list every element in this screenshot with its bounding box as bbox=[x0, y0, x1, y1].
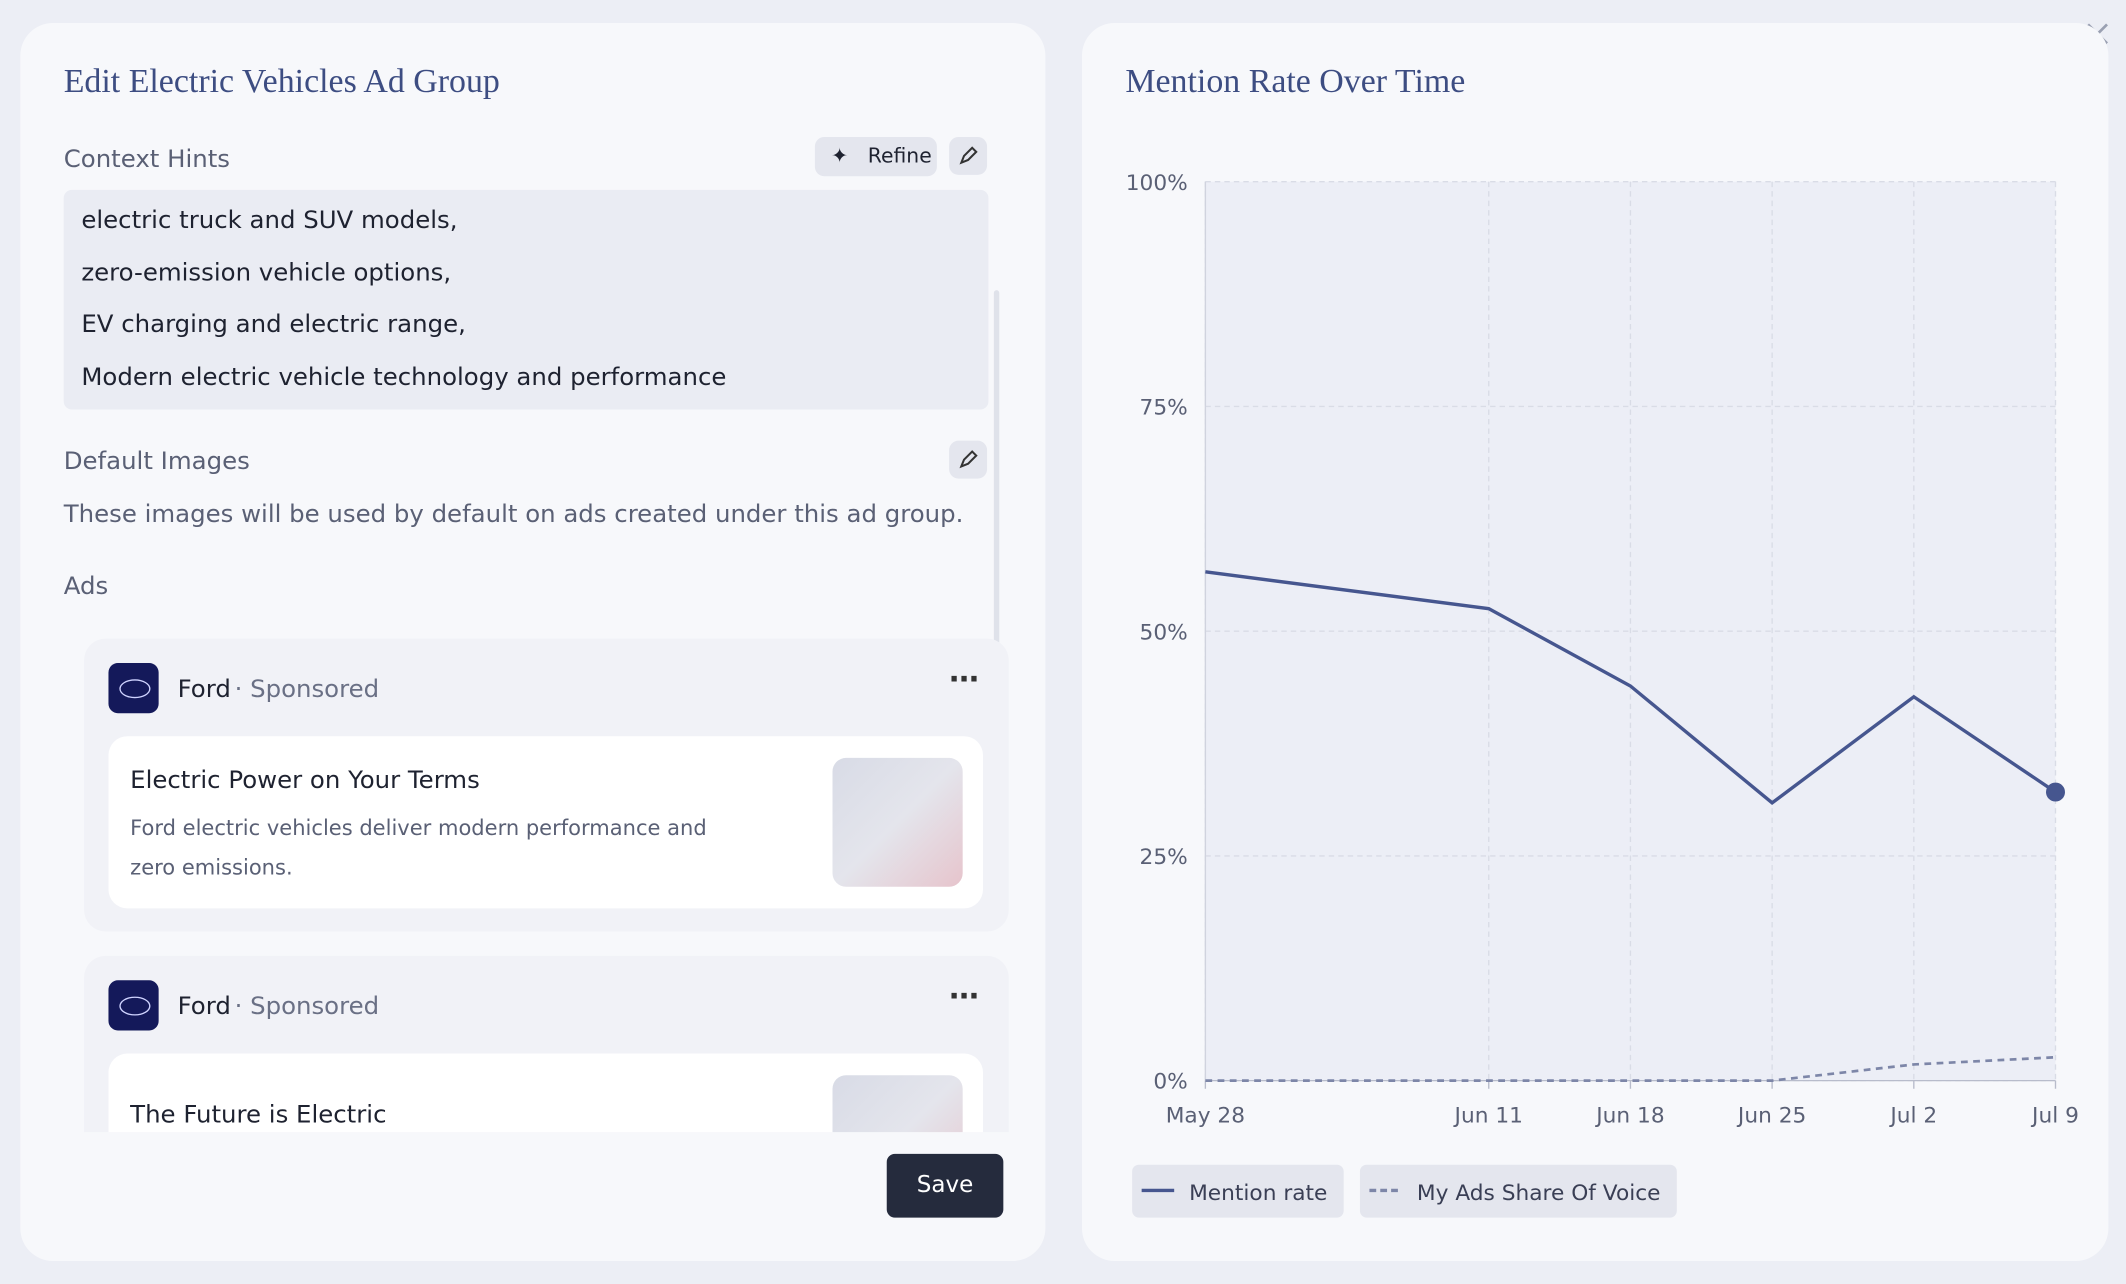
ad-headline: The Future is Electric bbox=[130, 1100, 387, 1130]
legend-label: Mention rate bbox=[1189, 1181, 1327, 1206]
legend-chip bbox=[1359, 1164, 1677, 1218]
refine-button[interactable]: ✦ Refine bbox=[814, 136, 937, 177]
section-label: Ads bbox=[63, 572, 109, 601]
scrollbar bbox=[993, 290, 1000, 860]
chart-panel: Mention Rate Over Time 0% 25% 50% 75% 100% Ma… bbox=[1081, 23, 2109, 1261]
end-point bbox=[2046, 782, 2065, 802]
legend-item[interactable]: My Ads Share Of Voice bbox=[1359, 1164, 1677, 1218]
x-tick-label: Jul 9 bbox=[2030, 1104, 2079, 1129]
ad-card: Ford · Sponsored ⋯ Electric Power on Your T… bbox=[84, 638, 1009, 932]
pencil-icon bbox=[959, 146, 978, 165]
hint-line: electric truck and SUV models, bbox=[81, 206, 458, 235]
sparkle-icon: ✦ bbox=[831, 143, 849, 169]
more-button[interactable]: ⋯ bbox=[949, 980, 981, 1015]
x-tick-label: Jun 25 bbox=[1736, 1104, 1806, 1129]
chart-title: Mention Rate Over Time bbox=[1125, 63, 1466, 101]
ad-body: Ford electric vehicles deliver modern pe… bbox=[130, 816, 707, 880]
brand-logo bbox=[108, 663, 159, 714]
edit-button[interactable] bbox=[949, 136, 988, 175]
series-line bbox=[1205, 570, 2057, 806]
button-label: Refine bbox=[867, 143, 932, 169]
brand-logo bbox=[108, 980, 159, 1031]
edit-panel: Edit Electric Vehicles Ad Group Context … bbox=[20, 23, 1046, 1261]
hint-line: EV charging and electric range, bbox=[81, 310, 466, 339]
sponsored-tag: · Sponsored bbox=[234, 992, 380, 1021]
x-tick-label: Jul 2 bbox=[1888, 1104, 1937, 1129]
hint-line: Modern electric vehicle technology and p… bbox=[81, 362, 727, 392]
y-tick-label: 50% bbox=[1140, 620, 1188, 645]
edit-button[interactable] bbox=[949, 440, 988, 479]
ad-headline: Electric Power on Your Terms bbox=[130, 766, 480, 795]
y-tick-label: 25% bbox=[1140, 845, 1188, 870]
panel-title: Edit Electric Vehicles Ad Group bbox=[63, 63, 500, 101]
legend-item[interactable]: Mention rate bbox=[1132, 1164, 1344, 1218]
more-button[interactable]: ⋯ bbox=[949, 663, 981, 697]
legend-chip bbox=[1132, 1164, 1344, 1218]
y-tick-label: 0% bbox=[1153, 1070, 1187, 1095]
sponsored-tag: · Sponsored bbox=[234, 675, 380, 704]
section-note: These images will be used by default on … bbox=[63, 500, 964, 529]
section-label: Default Images bbox=[63, 447, 250, 476]
pencil-icon bbox=[959, 450, 978, 469]
brand-name: Ford bbox=[177, 992, 231, 1021]
ad-preview: The Future is Electric bbox=[108, 1053, 984, 1133]
x-tick-label: Jun 11 bbox=[1453, 1104, 1523, 1129]
hints-box bbox=[63, 189, 989, 410]
hint-line: zero-emission vehicle options, bbox=[81, 258, 452, 287]
y-tick-label: 100% bbox=[1126, 171, 1188, 196]
x-tick-label: Jun 18 bbox=[1594, 1104, 1664, 1129]
ad-preview: Electric Power on Your Terms Ford electri… bbox=[108, 736, 984, 909]
ad-image bbox=[832, 1075, 963, 1133]
chart: 0% 25% 50% 75% 100% May 28 Jun 11 Jun 18 Jun 25 J… bbox=[1126, 171, 2079, 1218]
x-tick-label: May 28 bbox=[1166, 1104, 1245, 1129]
ad-image bbox=[832, 757, 963, 887]
legend-label: My Ads Share Of Voice bbox=[1417, 1181, 1661, 1206]
brand-name: Ford bbox=[177, 675, 231, 704]
y-tick-label: 75% bbox=[1140, 396, 1188, 421]
series-line bbox=[1205, 1055, 2056, 1082]
ad-card: Ford · Sponsored ⋯ The Future is Electric bbox=[84, 955, 1009, 1133]
ads-list: Ford · Sponsored ⋯ Electric Power on Your T… bbox=[20, 614, 1023, 1133]
save-button[interactable]: Save bbox=[886, 1153, 1004, 1218]
section-label: Context Hints bbox=[63, 145, 230, 174]
